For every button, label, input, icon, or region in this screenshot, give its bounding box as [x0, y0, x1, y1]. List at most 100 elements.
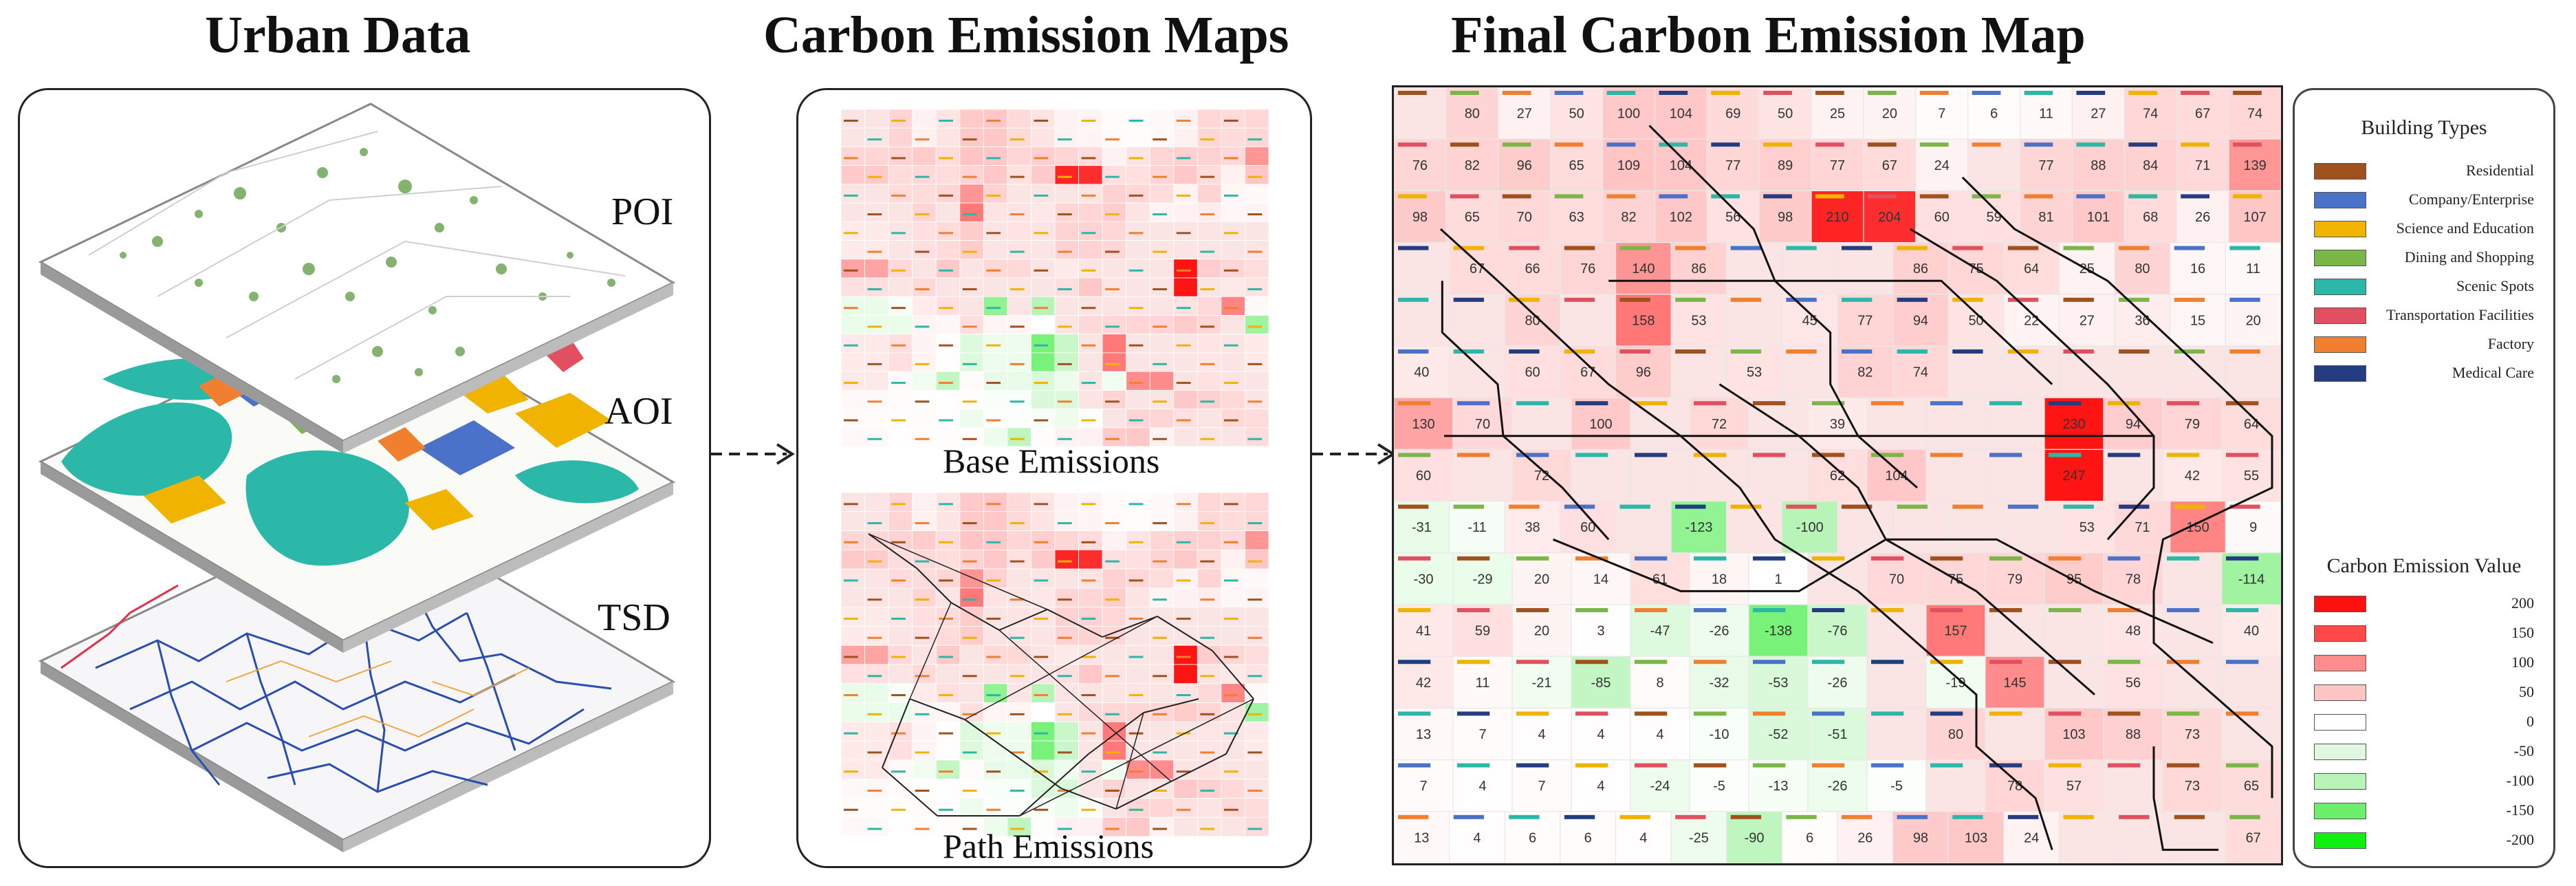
grid-cell: [864, 817, 889, 836]
building-type-bar: [2119, 297, 2150, 302]
building-type-bar: [867, 598, 882, 601]
grid-cell: [1811, 138, 1864, 191]
grid-cell: [1149, 511, 1175, 531]
building-type-bar: [1058, 400, 1072, 403]
building-type-bar: [986, 656, 1001, 658]
grid-cell: [841, 607, 865, 627]
grid-cell: [1615, 242, 1672, 295]
building-type-bar: [1009, 751, 1025, 754]
grid-cell: [1149, 389, 1175, 409]
building-type-bar: [1223, 119, 1238, 122]
building-type-bar: [1575, 763, 1608, 768]
grid-cell: [1807, 604, 1868, 657]
grid-cell: [1985, 656, 2045, 709]
grid-cell: [1173, 549, 1198, 570]
grid-cell: [1054, 530, 1079, 550]
grid-cell: [1221, 127, 1245, 147]
grid-cell: [1511, 397, 1572, 451]
grid-cell: [841, 184, 865, 204]
grid-cell: [1866, 604, 1927, 657]
path-segment: [1019, 753, 1089, 817]
building-type-bar: [1200, 636, 1215, 639]
building-type-bar: [1081, 579, 1096, 582]
building-type-bar: [1009, 213, 1025, 216]
road-path: [1648, 125, 1918, 489]
legend-title-emission-value: Carbon Emission Value: [2326, 554, 2522, 577]
building-type-bar: [1176, 344, 1191, 347]
grid-cell: [841, 259, 865, 279]
grid-cell: [841, 334, 865, 354]
grid-cell: [1245, 721, 1269, 742]
grid-cell-value: 204: [1878, 210, 1901, 225]
grid-cell: [864, 568, 889, 589]
grid-cell-value: 39: [1830, 417, 1845, 432]
grid-cell: [1615, 811, 1672, 863]
building-type-bar: [1058, 560, 1072, 563]
building-type-bar: [867, 636, 882, 639]
grid-cell: [935, 296, 961, 316]
grid-cell: [1173, 184, 1198, 204]
grid-cell-value: 64: [2024, 261, 2039, 277]
grid-cell: [1758, 87, 1812, 140]
grid-cell-value: -5: [1890, 779, 1903, 794]
legend-building-type-item: Residential: [2314, 162, 2534, 181]
grid-cell-value: 20: [1534, 624, 1549, 639]
title-urban-data: Urban Data: [205, 6, 471, 64]
building-type-bar: [1247, 713, 1263, 715]
grid-cell-value: 71: [2195, 158, 2210, 173]
grid-cell: [1670, 242, 1727, 295]
building-type-bar: [915, 789, 930, 792]
grid-cell: [1925, 604, 1986, 657]
building-type-bar: [1564, 246, 1595, 250]
building-type-bar: [2007, 297, 2039, 302]
building-type-bar: [2174, 349, 2205, 354]
building-type-bar: [1223, 344, 1238, 347]
grid-cell: [1054, 352, 1079, 372]
grid-cell-value: 13: [1416, 727, 1431, 742]
building-type-bar: [1105, 175, 1120, 178]
grid-cell: [1149, 427, 1175, 446]
grid-cell: [888, 147, 913, 166]
grid-cell: [1504, 500, 1561, 554]
building-type-bar: [1753, 608, 1786, 612]
building-type-bar: [986, 732, 1001, 735]
building-type-bar: [2049, 660, 2082, 664]
building-type-bar: [1247, 789, 1263, 792]
grid-cell: [1102, 389, 1127, 409]
building-type-bar: [1153, 713, 1167, 715]
building-type-bar: [1897, 814, 1928, 819]
building-type-bar: [1930, 453, 1963, 457]
grid-cell: [1126, 147, 1150, 166]
building-type-bar: [939, 541, 953, 543]
grid-cell: [1102, 109, 1127, 129]
grid-cell: [1054, 645, 1079, 665]
building-type-bar: [2174, 297, 2205, 302]
grid-cell: [1007, 683, 1032, 703]
grid-cell: [1197, 315, 1222, 335]
grid-cell: [1221, 626, 1245, 646]
grid-cell: [864, 626, 889, 646]
legend-swatch: [2314, 744, 2366, 760]
building-type-bar: [1105, 288, 1120, 290]
building-type-bar: [1081, 419, 1096, 422]
building-type-bar: [1058, 363, 1072, 365]
grid-cell: [2176, 138, 2229, 191]
building-type-bar: [1058, 675, 1072, 678]
grid-cell: [1245, 409, 1269, 429]
grid-cell: [1078, 259, 1103, 279]
grid-cell-value: 77: [1830, 158, 1845, 173]
grid-cell: [1245, 127, 1269, 147]
grid-cell-value: -30: [1414, 572, 1434, 587]
grid-cell: [841, 409, 865, 429]
grid-cell: [841, 202, 865, 222]
grid-cell: [983, 817, 1008, 836]
grid-cell: [1245, 817, 1269, 836]
grid-cell: [1452, 707, 1513, 761]
grid-cell-value: 4: [1639, 830, 1647, 845]
grid-cell-value: 25: [1830, 107, 1845, 122]
grid-cell: [1173, 645, 1198, 665]
building-type-bar: [1034, 694, 1049, 697]
grid-cell: [841, 221, 865, 241]
grid-cell: [935, 721, 961, 742]
